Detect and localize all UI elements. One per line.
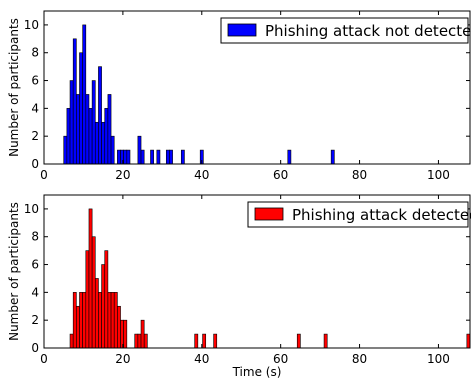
x-tick-label: 60 — [273, 168, 288, 182]
legend-box — [220, 17, 469, 44]
histogram-bar — [107, 94, 112, 165]
x-tick-label: 20 — [115, 352, 130, 366]
histogram-bar — [63, 135, 68, 165]
x-tick-label: 100 — [427, 168, 450, 182]
histogram-bar — [143, 333, 148, 349]
y-tick-label: 8 — [31, 230, 39, 244]
histogram-bar — [126, 149, 131, 165]
y-tick-label: 4 — [31, 101, 39, 115]
y-tick-label: 0 — [31, 341, 39, 355]
histogram-bar — [85, 250, 90, 349]
x-tick-label: 20 — [115, 168, 130, 182]
histogram-bar — [110, 135, 115, 165]
histogram-bar — [94, 121, 99, 165]
histogram-bar — [296, 333, 301, 349]
histogram-bar — [101, 264, 106, 349]
histogram-bar — [287, 149, 292, 165]
histogram-bar — [79, 292, 83, 349]
histogram-bar — [194, 333, 199, 349]
histogram-bar — [107, 292, 112, 349]
y-tick-label: 6 — [31, 258, 39, 272]
x-tick-label: 0 — [40, 168, 48, 182]
x-tick-label: 0 — [40, 352, 48, 366]
histogram-bar — [140, 319, 145, 349]
histogram-bar — [76, 94, 80, 165]
x-tick-label: 80 — [352, 168, 367, 182]
histogram-bar — [98, 292, 102, 349]
histogram-bar — [104, 250, 109, 349]
histogram-bar — [69, 80, 74, 165]
x-tick-label: 80 — [352, 352, 367, 366]
histogram-bar — [137, 135, 142, 165]
y-axis-label: Number of participants — [7, 18, 21, 157]
histogram-bar — [137, 333, 142, 349]
y-tick-label: 10 — [24, 18, 39, 32]
x-tick-label: 100 — [427, 352, 450, 366]
y-tick-label: 2 — [31, 129, 39, 143]
histogram-bar — [169, 149, 173, 165]
histogram-bar — [101, 121, 106, 165]
histogram-bar — [88, 108, 93, 165]
histogram-bar — [323, 333, 328, 349]
plot-frame — [43, 194, 471, 349]
histogram-bar — [69, 333, 74, 349]
histogram-bar — [91, 80, 96, 165]
legend-label: Phishing attack detected — [292, 206, 471, 224]
histogram-bar — [82, 292, 87, 349]
histogram-bar — [150, 149, 154, 165]
histogram-bar — [140, 149, 145, 165]
legend-box — [247, 201, 469, 228]
histogram-bar — [202, 333, 207, 349]
histogram-bar — [104, 108, 109, 165]
histogram-bar — [180, 149, 185, 165]
histogram-bar — [98, 66, 102, 165]
histogram-bar — [79, 52, 83, 165]
y-tick-label: 10 — [24, 202, 39, 216]
histogram-bar — [76, 305, 80, 349]
x-axis-label: Time (s) — [232, 365, 282, 379]
histogram-bar — [91, 236, 96, 349]
legend-swatch — [254, 207, 284, 221]
y-tick-label: 0 — [31, 157, 39, 171]
ticks-detected: 0 20 40 60 80 100 0 2 4 6 8 10 — [24, 195, 470, 366]
bars-detected — [69, 208, 471, 349]
histogram-bar — [117, 305, 121, 349]
histogram-bar — [72, 292, 77, 349]
bars-not-detected — [63, 24, 335, 165]
histogram-bar — [123, 149, 128, 165]
histogram-bar — [113, 292, 118, 349]
y-tick-label: 4 — [31, 285, 39, 299]
y-tick-label: 6 — [31, 74, 39, 88]
histogram-bar — [134, 333, 139, 349]
y-tick-label: 8 — [31, 46, 39, 60]
plot-frame — [43, 10, 471, 165]
histogram-bar — [213, 333, 218, 349]
legend-label: Phishing attack not detected — [265, 22, 471, 40]
histogram-bar — [123, 319, 128, 349]
histogram-bar — [88, 208, 93, 349]
histogram-bar — [110, 292, 115, 349]
y-axis-label: Number of participants — [7, 202, 21, 341]
histogram-bar — [156, 149, 161, 165]
y-tick-label: 2 — [31, 313, 39, 327]
histogram-bar — [72, 38, 77, 165]
histogram-bar — [66, 108, 71, 165]
histogram-bar — [85, 94, 90, 165]
x-tick-label: 60 — [273, 352, 288, 366]
histogram-bar — [165, 149, 170, 165]
legend-not-detected: Phishing attack not detected — [220, 17, 471, 44]
histogram-bar — [94, 278, 99, 349]
histogram-bar — [117, 149, 121, 165]
legend-detected: Phishing attack detected — [247, 201, 471, 228]
histogram-detected: 0 20 40 60 80 100 0 2 4 6 8 10 Number of participan… — [7, 194, 471, 379]
x-tick-label: 40 — [194, 352, 209, 366]
histogram-not-detected: 0 20 40 60 80 100 0 2 4 6 8 10 Number of participan… — [7, 10, 471, 182]
histogram-bar — [120, 319, 124, 349]
ticks-not-detected: 0 20 40 60 80 100 0 2 4 6 8 10 — [24, 11, 470, 182]
histogram-bar — [82, 24, 87, 165]
x-tick-label: 40 — [194, 168, 209, 182]
histogram-bar — [330, 149, 335, 165]
legend-swatch — [227, 23, 257, 37]
